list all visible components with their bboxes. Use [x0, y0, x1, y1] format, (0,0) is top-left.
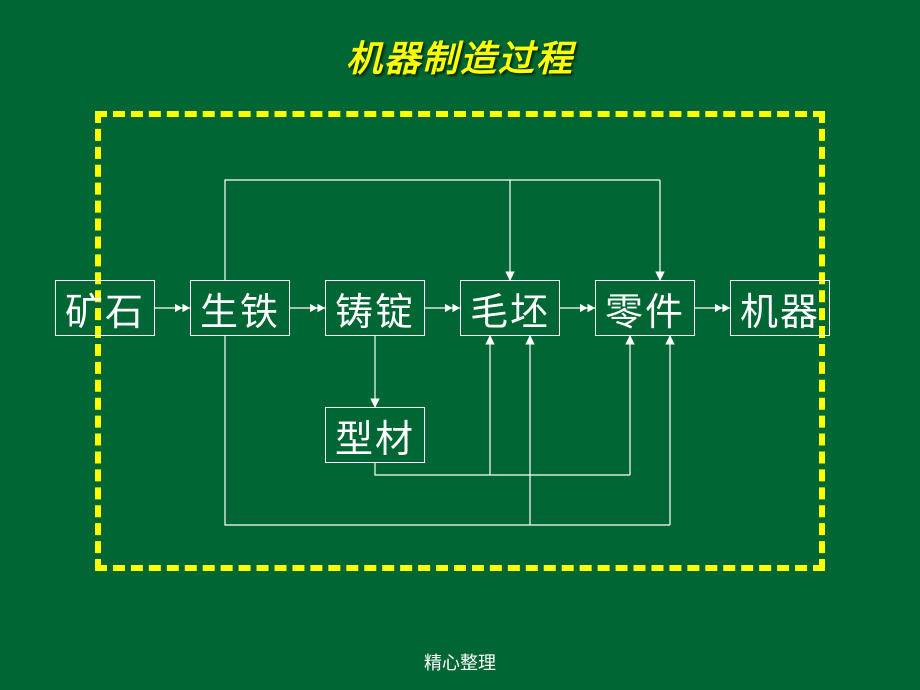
node-part-label: 零件 — [605, 281, 685, 336]
dashed-boundary — [95, 111, 825, 571]
slide: 机器制造过程 矿石 生铁 铸锭 毛坯 零件 机器 型材 — [0, 0, 920, 690]
node-ingot: 铸锭 — [325, 280, 425, 336]
node-ingot-label: 铸锭 — [335, 281, 415, 336]
node-pigiron-label: 生铁 — [200, 281, 280, 336]
node-ore: 矿石 — [55, 280, 155, 336]
slide-title: 机器制造过程 — [0, 30, 920, 82]
node-blank-label: 毛坯 — [470, 281, 550, 336]
node-machine-label: 机器 — [740, 281, 820, 336]
node-profile-label: 型材 — [335, 408, 415, 463]
node-machine: 机器 — [730, 280, 830, 336]
node-blank: 毛坯 — [460, 280, 560, 336]
node-profile: 型材 — [325, 407, 425, 463]
footer-text: 精心整理 — [0, 649, 920, 675]
node-part: 零件 — [595, 280, 695, 336]
node-pigiron: 生铁 — [190, 280, 290, 336]
node-ore-label: 矿石 — [65, 281, 145, 336]
